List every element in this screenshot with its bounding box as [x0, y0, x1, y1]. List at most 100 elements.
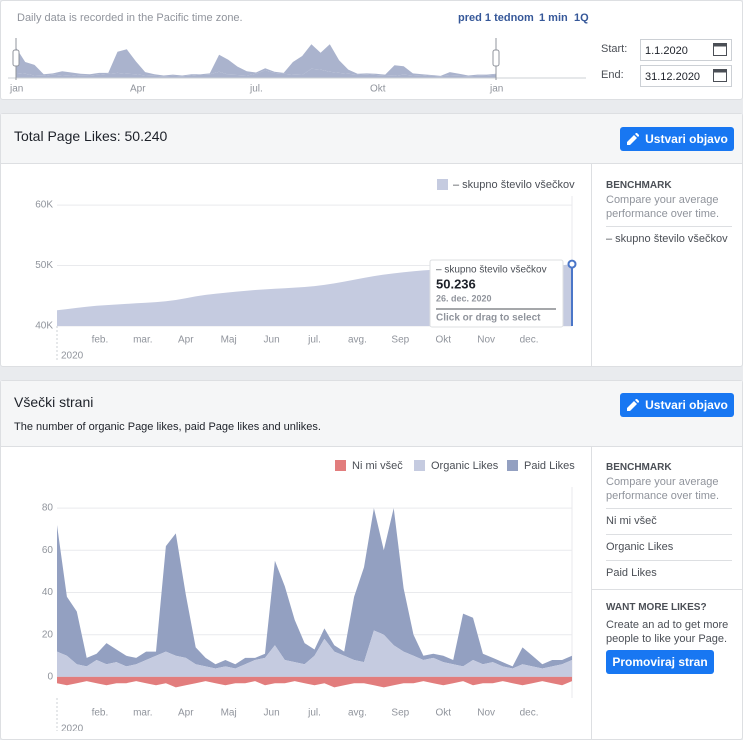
page-likes-chart[interactable]: 40K 50K 60K feb. mar. Apr Maj Jun jul. avg. Sep Okt… [0, 113, 590, 367]
divider [591, 163, 592, 366]
benchmark-text: Compare your average performance over ti… [606, 476, 720, 502]
legend-swatch [507, 460, 518, 471]
legend-swatch [335, 460, 346, 471]
benchmark-text: Compare your average performance over ti… [606, 194, 720, 220]
separator [606, 508, 732, 509]
overview-month-label: jul. [249, 84, 263, 95]
overview-month-label: jan [9, 84, 23, 95]
range-link[interactable]: 1 min [539, 12, 568, 24]
legend-label: – skupno število všečkov [453, 179, 575, 191]
x-tick-label: feb. [92, 335, 109, 346]
separator [606, 534, 732, 535]
calendar-icon[interactable] [713, 69, 727, 82]
pencil-icon [627, 398, 640, 411]
x-year-label: 2020 [61, 724, 84, 731]
tooltip-series: – skupno število všečkov [436, 265, 547, 276]
x-tick-label: Okt [435, 708, 451, 719]
promo-title: WANT MORE LIKES? [606, 602, 707, 613]
y-tick-label: 40K [35, 321, 53, 332]
separator [592, 589, 742, 590]
x-tick-label: mar. [133, 335, 152, 346]
x-tick-label: Jun [264, 335, 280, 346]
overview-month-label: Apr [130, 84, 146, 95]
end-input[interactable]: 31.12.2020 [640, 65, 732, 87]
range-link[interactable]: 1Q [574, 12, 589, 24]
legend-label: Ni mi všeč [352, 460, 403, 472]
y-tick-label: 80 [42, 503, 54, 514]
button-label: Promoviraj stran [612, 655, 708, 669]
x-tick-label: dec. [520, 708, 539, 719]
promote-button[interactable]: Promoviraj stran [606, 650, 714, 674]
start-value: 1.1.2020 [645, 45, 688, 57]
promo-panel: WANT MORE LIKES? Create an ad to get mor… [606, 601, 732, 646]
button-label: Ustvari objavo [645, 132, 728, 146]
benchmark-item[interactable]: – skupno število všečkov [606, 233, 728, 245]
start-label: Start: [601, 43, 628, 55]
end-label: End: [601, 69, 624, 81]
x-tick-label: Maj [221, 335, 237, 346]
range-handle [492, 49, 500, 67]
tooltip-date: 26. dec. 2020 [436, 293, 492, 303]
y-tick-label: 0 [47, 672, 53, 683]
y-tick-label: 50K [35, 260, 53, 271]
x-tick-label: Nov [477, 335, 495, 346]
x-tick-label: Nov [477, 708, 495, 719]
card-header [1, 114, 742, 164]
button-label: Ustvari objavo [645, 398, 728, 412]
separator [606, 560, 732, 561]
divider [591, 446, 592, 739]
promo-text: Create an ad to get more people to like … [606, 619, 729, 645]
create-post-button[interactable]: Ustvari objavo [620, 127, 734, 151]
x-year-label: 2020 [61, 351, 84, 362]
x-tick-label: jul. [307, 708, 321, 719]
overview-chart[interactable]: jan Apr jul. Okt jan [0, 0, 590, 100]
hover-point [567, 259, 577, 269]
benchmark-panel: BENCHMARK Compare your average performan… [606, 461, 732, 580]
likes-breakdown-chart[interactable]: 0 20 40 60 80 feb. mar. Apr Maj Jun jul. avg. Sep Okt… [0, 380, 590, 731]
create-post-button[interactable]: Ustvari objavo [620, 393, 734, 417]
x-tick-label: jul. [307, 335, 321, 346]
benchmark-item[interactable]: Paid Likes [606, 567, 657, 579]
card-title: Total Page Likes: 50.240 [14, 128, 168, 144]
y-tick-label: 60 [42, 545, 54, 556]
tooltip-value: 50.236 [436, 276, 476, 291]
y-tick-label: 20 [42, 629, 54, 640]
overview-area [16, 44, 496, 77]
x-tick-label: Jun [264, 708, 280, 719]
card-title: Všečki strani [14, 394, 94, 410]
x-tick-label: avg. [348, 335, 367, 346]
separator [606, 226, 732, 227]
x-tick-label: Okt [435, 335, 451, 346]
range-handle [12, 49, 20, 67]
start-input[interactable]: 1.1.2020 [640, 39, 732, 61]
overview-month-label: Okt [370, 84, 386, 95]
area [57, 508, 572, 669]
timezone-note: Daily data is recorded in the Pacific ti… [17, 12, 243, 24]
x-tick-label: Apr [178, 708, 194, 719]
x-tick-label: avg. [348, 708, 367, 719]
benchmark-panel: BENCHMARK Compare your average performan… [606, 179, 732, 246]
benchmark-item[interactable]: Ni mi všeč [606, 515, 657, 527]
y-tick-label: 60K [35, 200, 53, 211]
range-link[interactable]: pred 1 tednom [458, 12, 534, 24]
pencil-icon [627, 132, 640, 145]
end-value: 31.12.2020 [645, 71, 701, 83]
legend-label: Organic Likes [431, 460, 499, 472]
card-subtitle: The number of organic Page likes, paid P… [14, 421, 321, 433]
benchmark-title: BENCHMARK [606, 462, 672, 473]
area [57, 676, 572, 688]
calendar-icon[interactable] [713, 43, 727, 56]
tooltip-hint: Click or drag to select [436, 313, 541, 324]
x-tick-label: Sep [391, 335, 409, 346]
x-tick-label: Maj [221, 708, 237, 719]
card-header [1, 381, 742, 447]
x-tick-label: mar. [133, 708, 152, 719]
benchmark-item[interactable]: Organic Likes [606, 541, 674, 553]
overview-panel: Daily data is recorded in the Pacific ti… [0, 0, 743, 100]
overview-area [16, 68, 496, 78]
benchmark-title: BENCHMARK [606, 180, 672, 191]
x-tick-label: dec. [520, 335, 539, 346]
x-tick-label: Apr [178, 335, 194, 346]
y-tick-label: 40 [42, 587, 54, 598]
